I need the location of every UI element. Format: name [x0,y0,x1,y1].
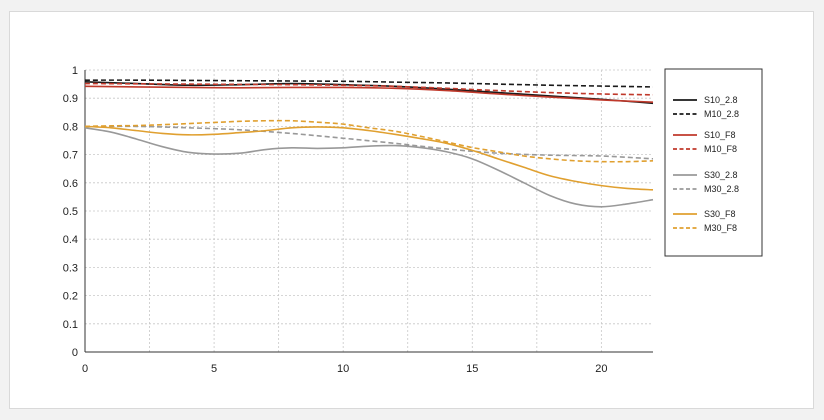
y-tick-label: 0.4 [63,234,78,246]
x-tick-label: 0 [82,363,88,375]
x-tick-label: 15 [466,363,478,375]
legend-label: S30_2.8 [704,170,738,180]
legend-label: M30_2.8 [704,184,739,194]
axes: 00.10.20.30.40.50.60.70.80.910 5 10 15 20 [63,65,653,375]
y-tick-label: 0.7 [63,150,78,162]
y-tick-label: 0.5 [63,206,78,218]
legend: S10_2.8 M10_2.8 S10_F8 M10_F8 S30_2.8 M30_2.8… [664,68,763,257]
series-line-s30-f8 [84,125,654,191]
y-tick-label: 0.9 [63,93,78,105]
series-line-m10-f8 [84,82,654,96]
legend-label: M30_F8 [704,223,737,233]
series-line-m30-2-8 [84,125,654,160]
y-tick-label: 0.6 [63,178,78,190]
y-tick-label: 0.8 [63,121,78,133]
x-tick-label: 20 [595,363,607,375]
series-line-s10-f8 [84,85,654,103]
y-tick-label: 0.1 [63,319,78,331]
legend-label: M10_2.8 [704,109,739,119]
series-lines [84,79,654,208]
series-line-m10-2-8 [84,79,654,88]
y-tick-label: 0 [72,347,78,359]
grid [85,69,653,352]
series-line-m30-f8 [84,119,654,163]
legend-label: M10_F8 [704,144,737,154]
legend-label: S10_F8 [704,130,736,140]
legend-label: S10_2.8 [704,95,738,105]
x-tick-label: 10 [337,363,349,375]
legend-label: S30_F8 [704,209,736,219]
x-tick-label: 5 [211,363,217,375]
series-line-s30-2-8 [84,127,654,208]
y-tick-label: 1 [72,65,78,77]
y-tick-label: 0.2 [63,291,78,303]
y-tick-label: 0.3 [63,262,78,274]
